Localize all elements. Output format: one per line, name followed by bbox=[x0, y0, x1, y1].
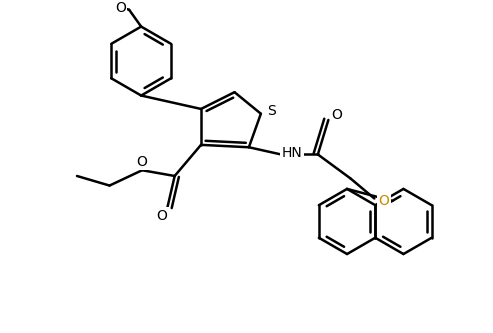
Text: O: O bbox=[136, 155, 147, 168]
Text: O: O bbox=[115, 1, 126, 15]
Text: O: O bbox=[332, 108, 343, 122]
Text: O: O bbox=[156, 209, 167, 223]
Text: S: S bbox=[267, 104, 276, 118]
Text: HN: HN bbox=[282, 146, 302, 160]
Text: O: O bbox=[379, 194, 389, 208]
